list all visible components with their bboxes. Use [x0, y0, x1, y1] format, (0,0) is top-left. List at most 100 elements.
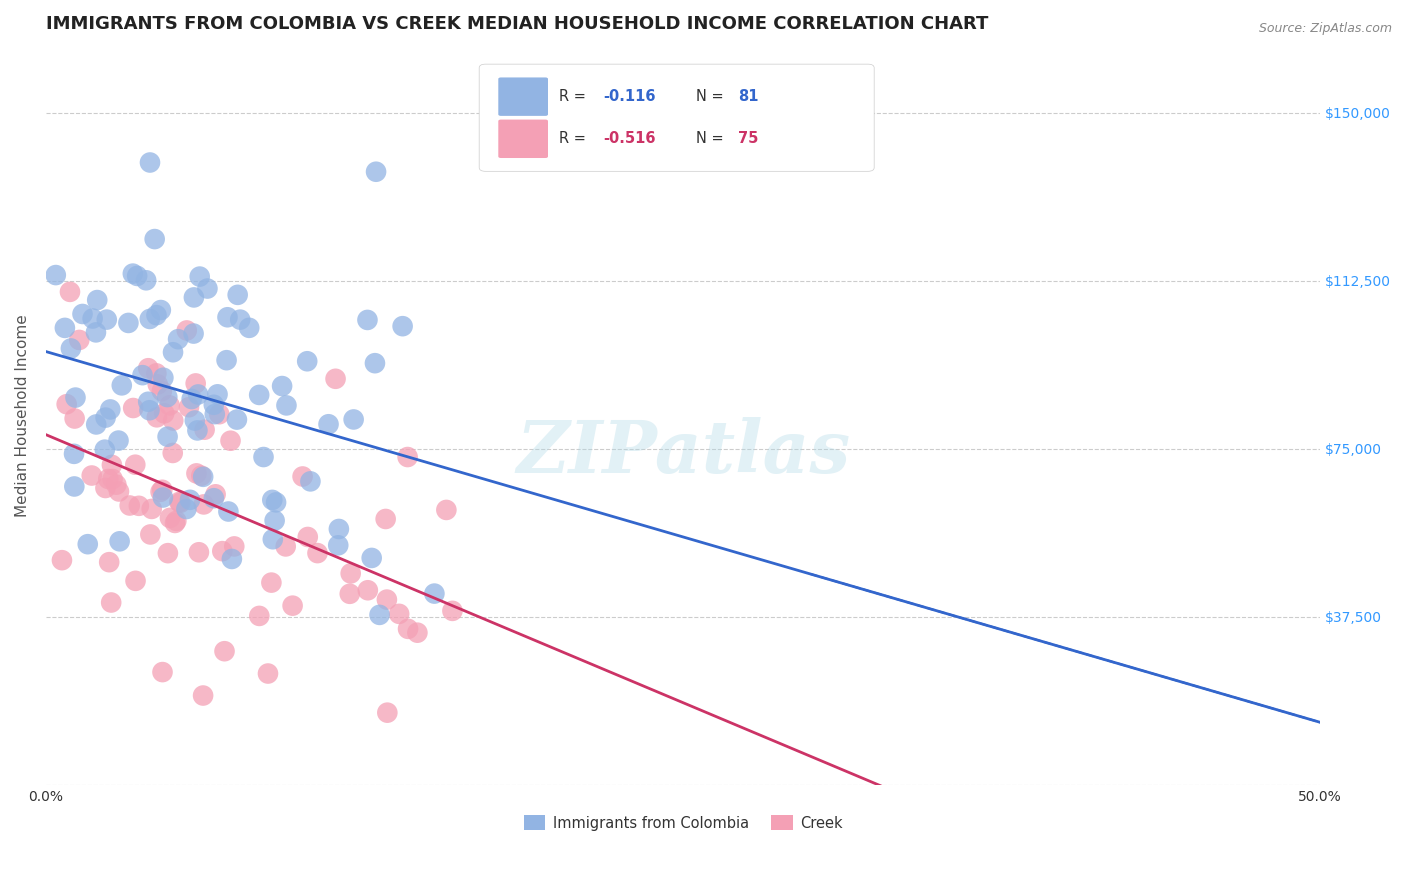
Creek — [169, 495, 191, 509]
FancyBboxPatch shape — [498, 120, 548, 158]
Creek — [194, 423, 217, 437]
Immigrants from Colombia — [191, 470, 214, 484]
Creek — [191, 689, 214, 703]
Immigrants from Colombia — [318, 417, 340, 432]
Immigrants from Colombia — [53, 321, 76, 335]
Immigrants from Colombia — [139, 312, 162, 326]
Immigrants from Colombia — [76, 537, 98, 551]
Immigrants from Colombia — [295, 354, 318, 368]
Immigrants from Colombia — [139, 155, 162, 169]
Creek — [434, 503, 457, 517]
FancyBboxPatch shape — [479, 64, 875, 171]
Creek — [396, 622, 419, 636]
Creek — [100, 595, 122, 609]
Creek — [375, 592, 398, 607]
Creek — [51, 553, 73, 567]
Creek — [169, 496, 191, 510]
Creek — [441, 604, 464, 618]
Creek — [105, 477, 128, 491]
Immigrants from Colombia — [202, 398, 225, 412]
Creek — [145, 367, 167, 381]
Text: N =: N = — [696, 89, 728, 104]
Immigrants from Colombia — [391, 319, 413, 334]
Immigrants from Colombia — [176, 502, 198, 516]
Immigrants from Colombia — [72, 307, 94, 321]
Creek — [339, 566, 361, 581]
Immigrants from Colombia — [167, 332, 190, 346]
Immigrants from Colombia — [63, 447, 86, 461]
Creek — [118, 499, 141, 513]
Creek — [374, 512, 396, 526]
FancyBboxPatch shape — [498, 78, 548, 116]
Creek — [149, 484, 172, 499]
Text: -0.516: -0.516 — [603, 131, 655, 146]
Immigrants from Colombia — [98, 402, 121, 417]
Immigrants from Colombia — [262, 533, 284, 547]
Creek — [141, 502, 163, 516]
Creek — [396, 450, 419, 464]
Creek — [260, 575, 283, 590]
Immigrants from Colombia — [215, 353, 238, 368]
Creek — [325, 372, 347, 386]
Creek — [139, 527, 162, 541]
Creek — [291, 469, 314, 483]
Immigrants from Colombia — [217, 310, 239, 325]
Immigrants from Colombia — [138, 403, 160, 417]
Text: R =: R = — [560, 89, 591, 104]
Creek — [211, 544, 233, 558]
Immigrants from Colombia — [59, 342, 82, 356]
Creek — [187, 545, 209, 559]
Immigrants from Colombia — [145, 308, 167, 322]
Immigrants from Colombia — [82, 311, 104, 326]
Creek — [257, 666, 280, 681]
Immigrants from Colombia — [226, 288, 249, 302]
Text: N =: N = — [696, 131, 728, 146]
Immigrants from Colombia — [204, 407, 226, 421]
Immigrants from Colombia — [262, 492, 284, 507]
Legend: Immigrants from Colombia, Creek: Immigrants from Colombia, Creek — [517, 810, 848, 837]
Immigrants from Colombia — [121, 267, 143, 281]
Immigrants from Colombia — [207, 387, 229, 401]
Creek — [159, 398, 181, 412]
Creek — [108, 484, 131, 499]
Immigrants from Colombia — [179, 492, 201, 507]
Immigrants from Colombia — [299, 475, 322, 489]
Immigrants from Colombia — [247, 388, 270, 402]
Creek — [94, 481, 117, 495]
Creek — [357, 583, 380, 598]
Creek — [214, 644, 236, 658]
Creek — [281, 599, 304, 613]
Immigrants from Colombia — [94, 442, 117, 457]
Immigrants from Colombia — [202, 491, 225, 506]
Immigrants from Colombia — [108, 534, 131, 549]
Immigrants from Colombia — [263, 514, 285, 528]
Creek — [59, 285, 82, 299]
Creek — [146, 377, 169, 392]
Immigrants from Colombia — [131, 368, 153, 383]
Creek — [128, 499, 150, 513]
Immigrants from Colombia — [143, 232, 166, 246]
Immigrants from Colombia — [364, 165, 387, 179]
Creek — [204, 487, 226, 501]
Immigrants from Colombia — [63, 479, 86, 493]
Creek — [274, 540, 297, 554]
Creek — [63, 411, 86, 425]
Immigrants from Colombia — [127, 268, 149, 283]
Creek — [247, 608, 270, 623]
Creek — [176, 323, 198, 337]
Immigrants from Colombia — [328, 538, 350, 552]
Creek — [101, 472, 124, 486]
Creek — [150, 384, 173, 398]
Creek — [152, 665, 174, 679]
Creek — [219, 434, 242, 448]
Creek — [156, 546, 179, 560]
Creek — [177, 401, 200, 415]
Creek — [406, 625, 429, 640]
Text: ZIPatlas: ZIPatlas — [516, 417, 851, 488]
Immigrants from Colombia — [356, 313, 378, 327]
Creek — [124, 458, 146, 472]
Immigrants from Colombia — [271, 379, 294, 393]
Immigrants from Colombia — [107, 434, 129, 448]
Immigrants from Colombia — [135, 273, 157, 287]
Immigrants from Colombia — [94, 410, 117, 425]
